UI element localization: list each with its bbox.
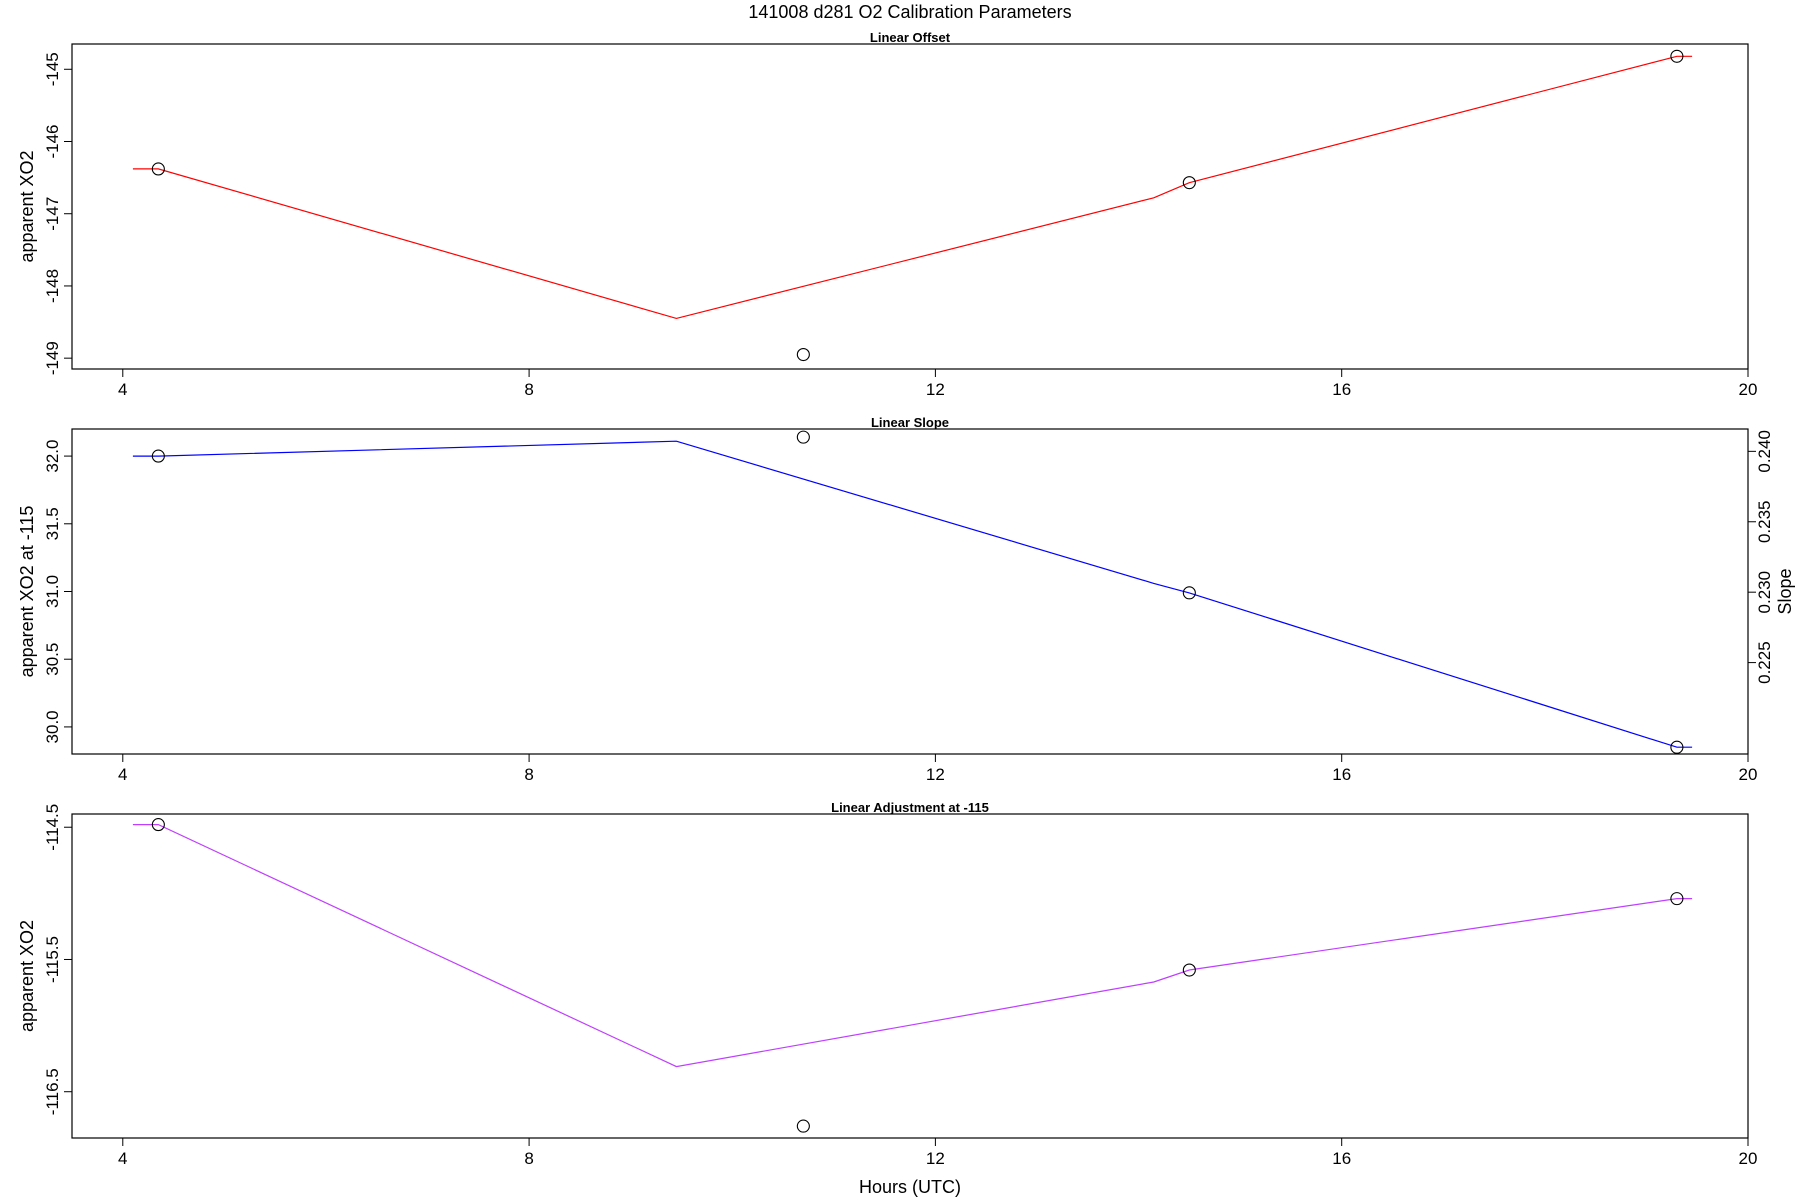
linear-adjustment-data-point [1182,963,1196,977]
linear-adjustment-x-tick-label: 8 [524,1149,533,1168]
linear-slope-fit-line [132,440,1693,748]
linear-slope-x-tick-label: 16 [1332,765,1351,784]
linear-slope-y-tick-label: 30.0 [43,710,62,743]
linear-slope-y2-tick-label: 0.235 [1755,500,1774,543]
linear-adjustment-y-tick-label: -114.5 [43,804,62,851]
linear-slope-y-tick-label: 31.0 [43,575,62,608]
linear-slope-y-tick-label: 30.5 [43,643,62,676]
panel-linear-offset: Linear Offset 4 8 12 16 20 -149 -148 -147 -146 -14… [17,30,1757,399]
linear-offset-frame [71,43,1749,370]
x-axis-label: Hours (UTC) [859,1177,961,1197]
panel-linear-adjustment: Linear Adjustment at -115 4 8 12 16 20 -116.5 -… [17,800,1757,1168]
linear-offset-y-tick-label: -145 [43,52,62,86]
linear-adjustment-x-tick-label: 20 [1739,1149,1758,1168]
linear-offset-data-point [1182,176,1196,190]
linear-slope-data-point [151,449,165,463]
linear-slope-y-tick-label: 31.5 [43,507,62,540]
linear-offset-data-point [796,348,810,362]
linear-adjustment-x-tick-label: 16 [1332,1149,1351,1168]
linear-slope-x-tick-label: 8 [524,765,533,784]
linear-offset-y-axis-label: apparent XO2 [17,150,37,262]
linear-slope-data-point [796,430,810,444]
linear-offset-x-tick-label: 16 [1332,380,1351,399]
linear-offset-fit-line [132,55,1693,320]
linear-slope-y-tick-label: 32.0 [43,440,62,473]
linear-offset-y-tick-label: -146 [43,124,62,158]
linear-offset-x-tick-label: 4 [118,380,127,399]
linear-adjustment-data-point [796,1119,810,1133]
linear-adjustment-subtitle: Linear Adjustment at -115 [831,800,989,815]
linear-adjustment-x-tick-label: 12 [926,1149,945,1168]
linear-offset-x-tick-label: 8 [524,380,533,399]
linear-adjustment-frame [71,813,1749,1139]
linear-slope-frame [71,428,1749,755]
linear-adjustment-y-axis-label: apparent XO2 [17,920,37,1032]
linear-offset-y-tick-label: -148 [43,269,62,303]
linear-slope-y2-tick-label: 0.230 [1755,571,1774,614]
linear-offset-subtitle: Linear Offset [870,30,951,45]
linear-offset-y-tick-label: -149 [43,341,62,375]
linear-slope-x-tick-label: 12 [926,765,945,784]
panel-linear-slope: Linear Slope 4 8 12 16 20 30.0 30.5 31.0 31.5 32.0… [17,415,1795,784]
linear-slope-x-tick-label: 4 [118,765,127,784]
linear-offset-data-point [1670,49,1684,63]
linear-adjustment-y-tick-label: -116.5 [43,1068,62,1115]
linear-offset-data-point [151,162,165,176]
linear-offset-x-tick-label: 12 [926,380,945,399]
linear-slope-subtitle: Linear Slope [871,415,949,430]
linear-slope-y2-tick-label: 0.240 [1755,430,1774,473]
linear-slope-y2-tick-label: 0.225 [1755,641,1774,684]
linear-adjustment-fit-line [132,823,1693,1068]
linear-slope-x-tick-label: 20 [1739,765,1758,784]
linear-adjustment-x-tick-label: 4 [118,1149,127,1168]
linear-offset-x-tick-label: 20 [1739,380,1758,399]
linear-slope-y-axis-label: apparent XO2 at -115 [17,506,37,678]
linear-adjustment-data-point [151,818,165,832]
linear-adjustment-y-tick-label: -115.5 [43,936,62,983]
linear-offset-y-tick-label: -147 [43,197,62,231]
linear-slope-y2-axis-label: Slope [1775,568,1795,614]
linear-slope-data-point [1670,740,1684,754]
linear-slope-data-point [1182,586,1196,600]
figure-title: 141008 d281 O2 Calibration Parameters [748,2,1071,22]
linear-adjustment-data-point [1670,892,1684,906]
